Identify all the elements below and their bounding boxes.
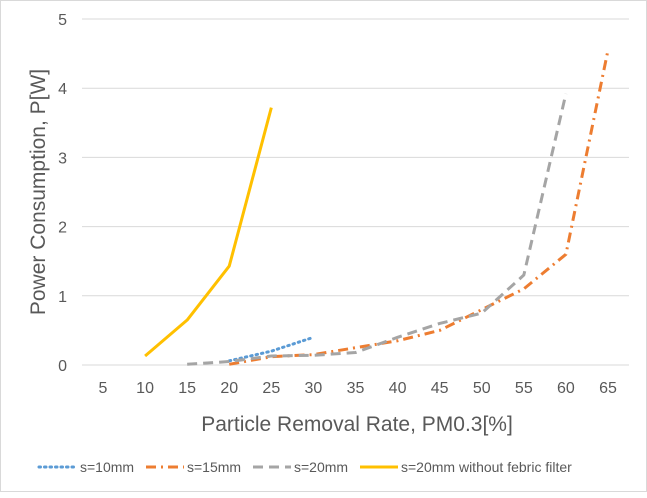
y-tick-label: 2 <box>58 220 67 237</box>
x-tick-label: 10 <box>136 380 154 397</box>
x-tick-label: 50 <box>473 380 491 397</box>
x-tick-label: 15 <box>178 380 196 397</box>
x-ticks: 5 10 15 20 25 30 35 40 45 50 55 60 65 <box>99 380 617 397</box>
series-line-1 <box>227 335 315 363</box>
series-line-4 <box>144 107 273 358</box>
x-tick-label: 45 <box>431 380 449 397</box>
x-tick-label: 65 <box>599 380 617 397</box>
series-lines <box>144 49 610 366</box>
legend-label: s=15mm <box>187 459 241 475</box>
y-tick-label: 4 <box>58 81 67 98</box>
y-ticks: 0 1 2 3 4 5 <box>58 12 67 375</box>
series-line-3 <box>187 93 568 366</box>
y-axis-label: Power Consumption, P[W] <box>27 69 50 315</box>
y-tick-label: 0 <box>58 358 67 375</box>
x-tick-label: 35 <box>347 380 365 397</box>
y-tick-label: 5 <box>58 12 67 29</box>
legend-label: s=20mm without febric filter <box>401 459 572 475</box>
x-axis-label: Particle Removal Rate, PM0.3[%] <box>201 413 513 436</box>
y-tick-label: 3 <box>58 150 67 167</box>
legend-label: s=20mm <box>294 459 348 475</box>
x-tick-label: 25 <box>262 380 280 397</box>
x-tick-label: 5 <box>99 380 108 397</box>
gridlines <box>82 18 629 366</box>
x-tick-label: 20 <box>220 380 238 397</box>
series-line-2 <box>228 49 610 366</box>
x-tick-label: 55 <box>515 380 533 397</box>
legend-label: s=10mm <box>80 459 134 475</box>
legend: s=10mm s=15mm s=20mm s=20mm without febric … <box>37 459 572 475</box>
x-tick-label: 30 <box>305 380 323 397</box>
y-tick-label: 1 <box>58 289 67 306</box>
x-tick-label: 40 <box>389 380 407 397</box>
x-tick-label: 60 <box>557 380 575 397</box>
